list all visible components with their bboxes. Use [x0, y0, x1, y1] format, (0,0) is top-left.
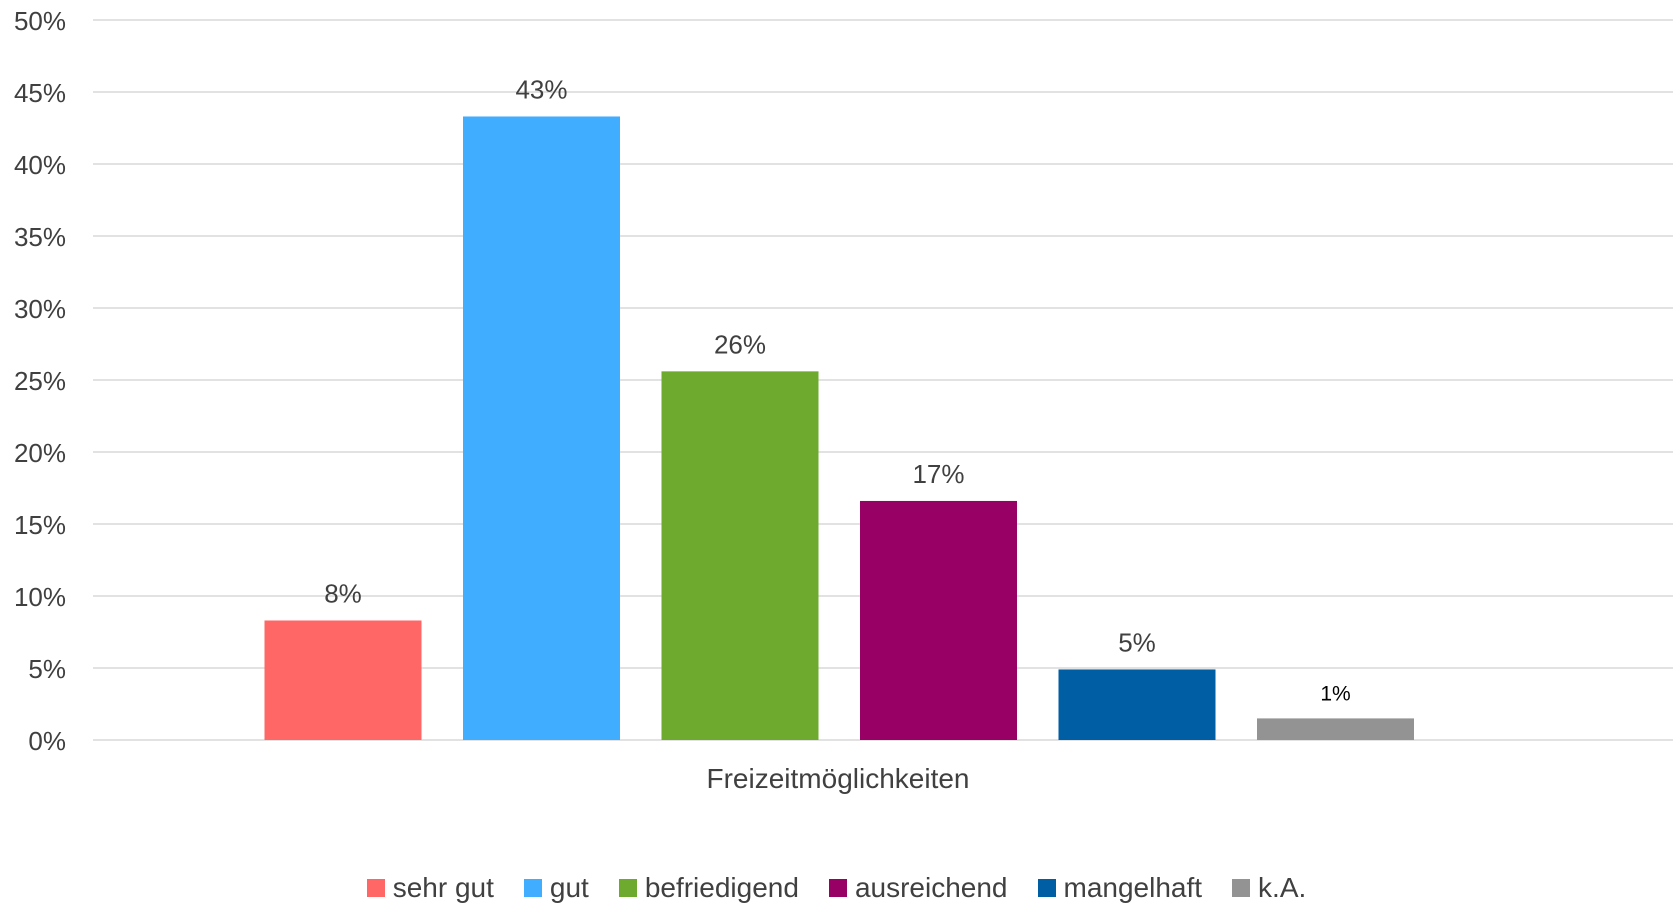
legend-item: sehr gut — [366, 872, 494, 904]
y-tick-label: 35% — [14, 222, 66, 252]
legend-swatch — [1037, 879, 1056, 897]
y-tick-label: 45% — [14, 78, 66, 108]
legend: sehr gut gut befriedigend ausreichend mangel… — [0, 870, 1673, 906]
legend-label: ausreichend — [854, 872, 1008, 903]
bar-mangelhaft — [1058, 669, 1216, 740]
bar-k-a- — [1257, 718, 1414, 740]
legend-label: befriedigend — [644, 872, 799, 903]
y-tick-label: 5% — [28, 654, 66, 684]
y-tick-label: 20% — [14, 438, 66, 468]
y-axis-ticks: 0% 5% 10% 15% 20% 25% 30% 35% 40% 45% 50% — [14, 6, 66, 756]
legend-label: mangelhaft — [1063, 872, 1203, 903]
legend-label: sehr gut — [392, 872, 494, 903]
y-tick-label: 50% — [14, 6, 66, 36]
legend-item: ausreichend — [828, 872, 1008, 904]
y-tick-label: 30% — [14, 294, 66, 324]
legend-item: mangelhaft — [1037, 872, 1203, 904]
y-tick-label: 15% — [14, 510, 66, 540]
y-tick-label: 25% — [14, 366, 66, 396]
bar-ausreichend — [860, 500, 1017, 740]
data-label: 8% — [324, 578, 362, 608]
x-axis-label: Freizeitmöglichkeiten — [707, 763, 970, 794]
bar-befriedigend — [661, 371, 819, 740]
legend-item: befriedigend — [618, 872, 799, 904]
data-label: 43% — [515, 74, 567, 104]
y-tick-label: 40% — [14, 150, 66, 180]
legend-label: gut — [549, 872, 589, 903]
legend-swatch — [828, 879, 847, 897]
legend-swatch — [366, 879, 385, 897]
data-label: 17% — [912, 459, 964, 489]
legend-label: k.A. — [1258, 872, 1307, 903]
bar-gut — [463, 116, 620, 741]
data-label: 26% — [714, 329, 766, 359]
legend-swatch — [1232, 879, 1251, 897]
y-tick-label: 0% — [28, 726, 66, 756]
legend-swatch — [523, 879, 542, 897]
y-tick-label: 10% — [14, 582, 66, 612]
data-label: 5% — [1118, 627, 1156, 657]
legend-swatch — [618, 879, 637, 897]
data-label: 1% — [1320, 682, 1350, 705]
data-labels: 8% 43% 26% 17% 5% 1% — [324, 74, 1350, 705]
legend-item: k.A. — [1232, 872, 1306, 904]
bars — [264, 116, 1414, 741]
legend-item: gut — [523, 872, 589, 904]
bar-sehr-gut — [264, 620, 422, 740]
